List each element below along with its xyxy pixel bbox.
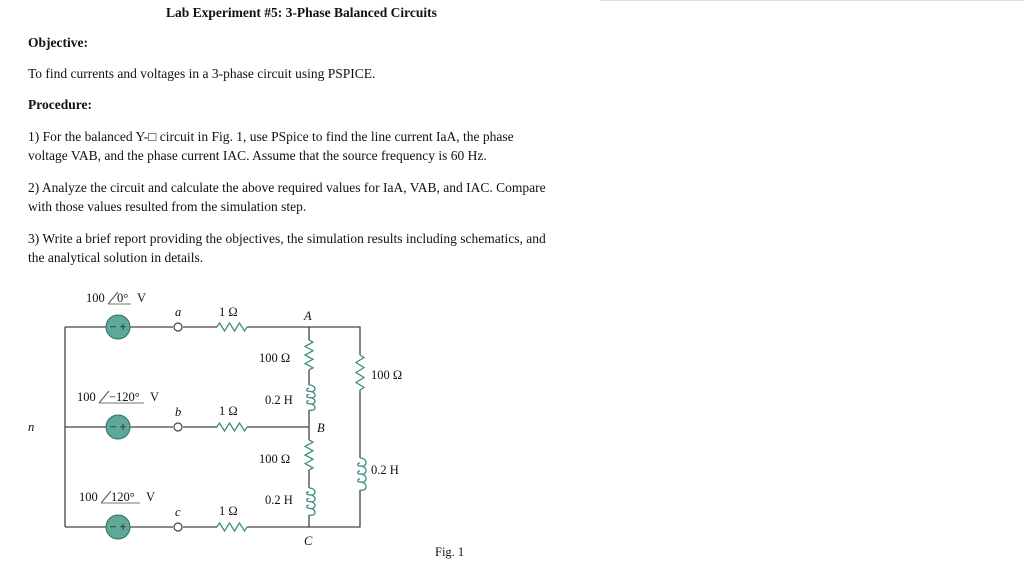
step-3-line-2: the analytical solution in details. (28, 250, 204, 265)
objective-text: To find currents and voltages in a 3-pha… (28, 66, 376, 81)
resistor (354, 354, 366, 391)
step-2-line-1: 2) Analyze the circuit and calculate the… (28, 180, 546, 195)
source-polarity: − + (109, 320, 126, 334)
source-c-angle: 120° (111, 490, 135, 504)
node-B-label: B (317, 421, 325, 435)
load-BC-inductor-label: 0.2 H (265, 493, 293, 507)
source-c-label: 100 120° V (79, 490, 155, 504)
source-polarity: − + (109, 520, 126, 534)
source-c-magnitude: 100 (79, 490, 98, 504)
source-a-angle: 0° (117, 291, 128, 305)
resistor (216, 321, 248, 333)
figure-caption: Fig. 1 (435, 545, 464, 559)
page-title: Lab Experiment #5: 3-Phase Balanced Circ… (166, 5, 437, 20)
load-AB-resistor-label: 100 Ω (259, 351, 290, 365)
source-b-magnitude: 100 (77, 390, 96, 404)
resistor (303, 439, 315, 471)
line-resistor-a-label: 1 Ω (219, 305, 238, 319)
node-A-label: A (303, 309, 312, 323)
source-polarity: − + (109, 420, 126, 434)
inductor (306, 384, 316, 411)
resistor (216, 421, 248, 433)
source-b-label: 100 −120° V (77, 390, 159, 404)
terminal-node (173, 322, 183, 332)
source-b-unit: V (150, 390, 159, 404)
circuit-wires (64, 326, 361, 528)
load-AB-inductor-label: 0.2 H (265, 393, 293, 407)
inductor (306, 487, 316, 516)
wire (309, 490, 361, 528)
node-C-label: C (304, 534, 313, 548)
wire (247, 326, 361, 355)
source-b-angle: −120° (109, 390, 140, 404)
load-CA-resistor-label: 100 Ω (371, 368, 402, 382)
source-a-magnitude: 100 (86, 291, 105, 305)
source-a-label: 100 0° V (86, 291, 146, 305)
terminal-b-label: b (175, 405, 181, 419)
step-3-line-1: 3) Write a brief report providing the ob… (28, 231, 546, 246)
terminal-node (173, 422, 183, 432)
load-BC-resistor-label: 100 Ω (259, 452, 290, 466)
top-divider (600, 0, 1024, 1)
line-resistor-c-label: 1 Ω (219, 504, 238, 518)
line-resistor-b-label: 1 Ω (219, 404, 238, 418)
source-a-unit: V (137, 291, 146, 305)
neutral-label: n (28, 420, 34, 434)
terminal-node (173, 522, 183, 532)
source-c-unit: V (146, 490, 155, 504)
circuit-components: − + − + − + (105, 314, 367, 540)
objective-heading: Objective: (28, 35, 88, 50)
terminal-a-label: a (175, 305, 181, 319)
load-CA-inductor-label: 0.2 H (371, 463, 399, 477)
voltage-source (105, 314, 131, 340)
resistor (303, 339, 315, 371)
resistor (216, 521, 248, 533)
terminal-c-label: c (175, 505, 181, 519)
step-2-line-2: with those values resulted from the simu… (28, 199, 307, 214)
step-1-line-1: 1) For the balanced Y-□ circuit in Fig. … (28, 129, 514, 144)
voltage-source (105, 414, 131, 440)
inductor (357, 457, 367, 491)
step-1-line-2: voltage VAB, and the phase current IAC. … (28, 148, 487, 163)
procedure-heading: Procedure: (28, 97, 92, 112)
voltage-source (105, 514, 131, 540)
